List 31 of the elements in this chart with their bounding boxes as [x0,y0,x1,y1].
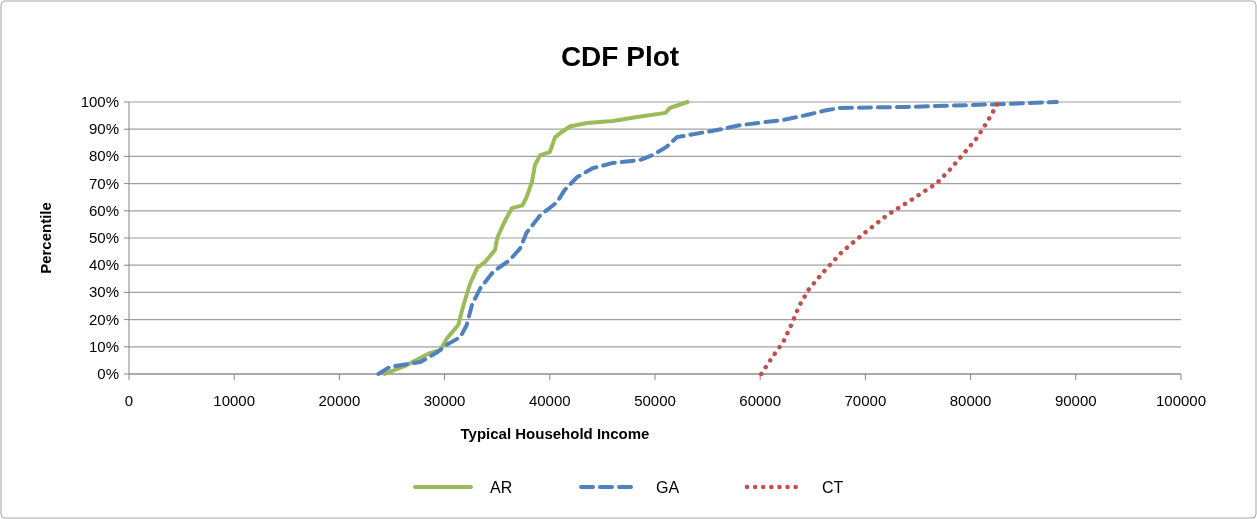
x-tick-label: 100000 [1155,392,1207,409]
y-tick-label: 80% [88,147,119,165]
y-tick-label: 60% [88,201,119,219]
y-tick-label: 90% [88,120,119,138]
line-series [376,100,1059,376]
y-tick-label: 30% [88,283,119,301]
y-tick-label: 20% [88,310,119,328]
x-tick-label: 60000 [739,392,782,409]
y-tick-label: 40% [88,256,119,274]
line-series [759,99,1001,377]
x-tick-label: 40000 [528,392,571,409]
x-tick-label: 50000 [634,392,676,409]
x-tick-label: 10000 [213,392,256,409]
y-tick-label: 10% [88,337,119,355]
y-tick-label: 70% [88,174,119,192]
y-tick-label: 100% [80,93,119,110]
x-tick-label: 80000 [949,392,992,409]
y-tick-label: 50% [88,229,119,246]
x-tick-label: 30000 [423,392,466,409]
x-tick-label: 90000 [1054,392,1097,409]
legend-label: GA [656,479,680,496]
legend-label: AR [490,479,513,496]
chart-title: CDF Plot [560,41,680,72]
x-tick-label: 20000 [318,392,361,409]
line-series [382,100,690,376]
x-axis-title: Typical Household Income [460,425,650,442]
y-axis-title: Percentile [37,202,54,274]
legend-label: CT [822,479,844,496]
y-tick-label: 0% [97,365,119,382]
x-tick-label: 70000 [844,392,887,409]
x-tick-label: 0 [124,392,134,409]
